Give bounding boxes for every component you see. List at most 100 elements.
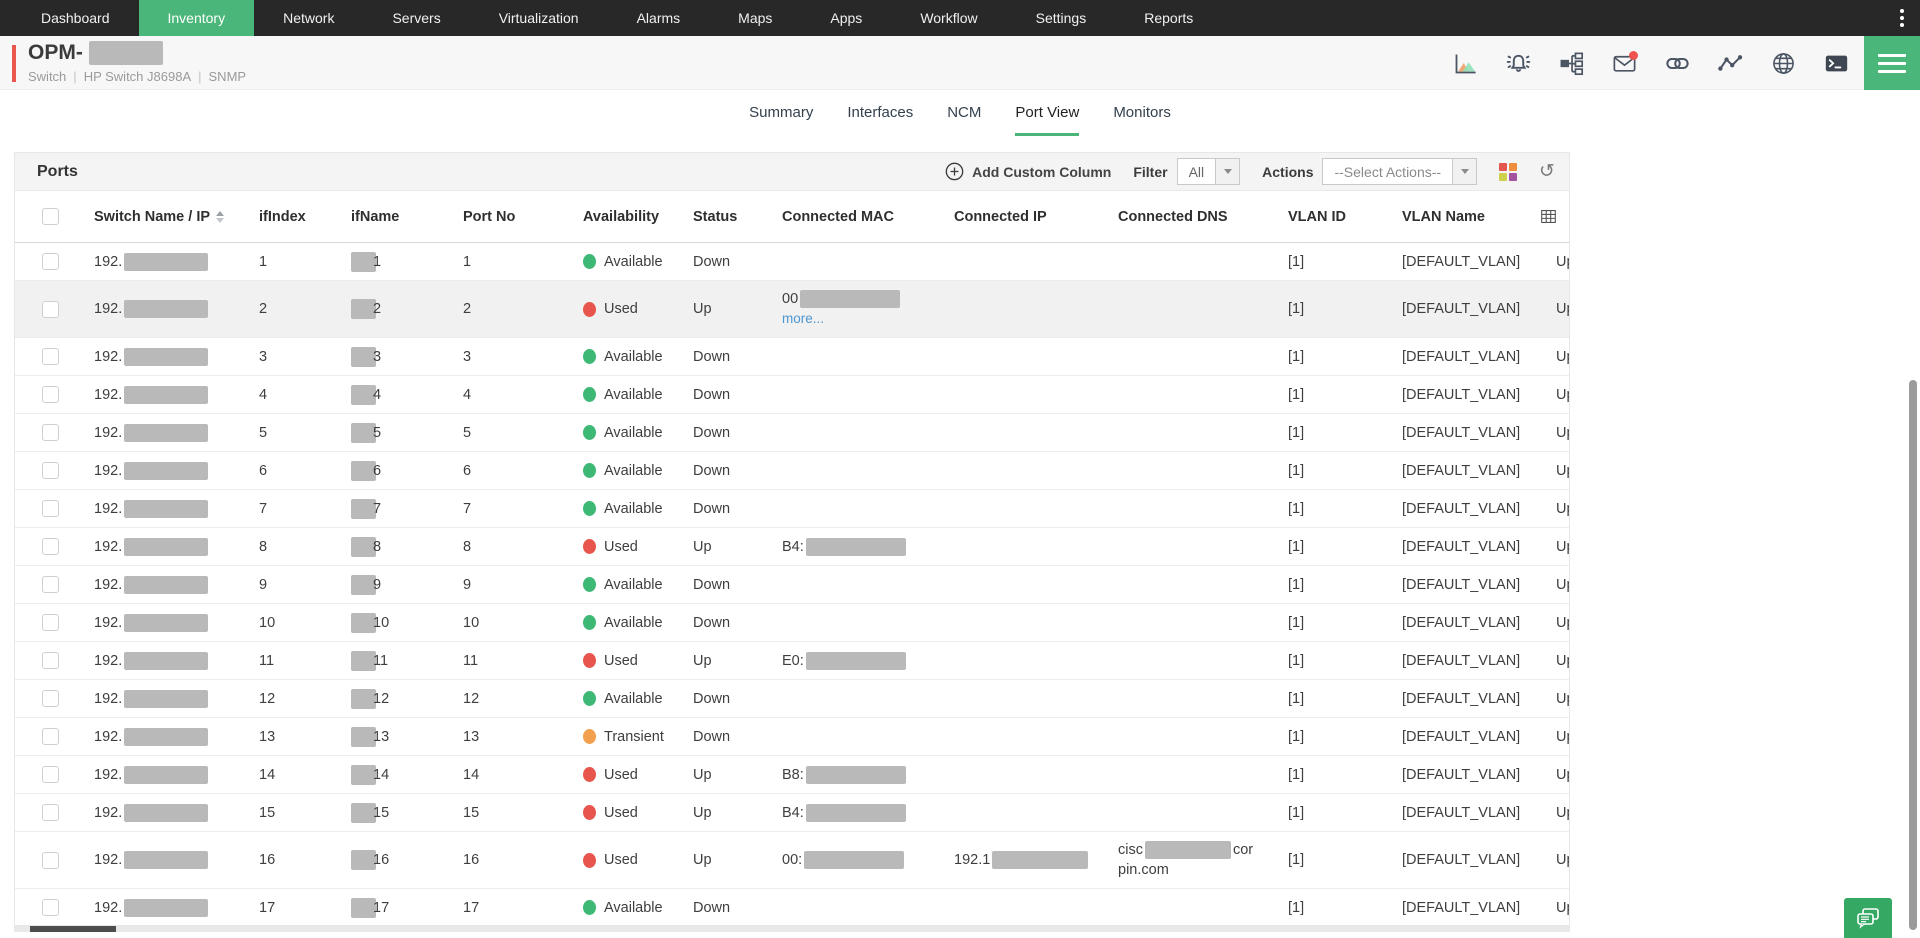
table-row[interactable]: 192. 10 10 10 Available Down [1] [DEFAUL…: [15, 604, 1569, 642]
cell-uptime-clipped: Up: [1556, 766, 1569, 783]
table-row[interactable]: 192. 17 17 17 Available Down [1] [DEFAUL…: [15, 889, 1569, 925]
cell-vlan-id: [1]: [1288, 424, 1305, 441]
table-row[interactable]: 192. 16 16 16 Used Up 00: 192.1 cisc cor …: [15, 832, 1569, 889]
tab-interfaces[interactable]: Interfaces: [847, 103, 914, 121]
link-icon[interactable]: [1663, 49, 1691, 77]
table-row[interactable]: 192. 15 15 15 Used Up B4: [1] [DEFAULT_V…: [15, 794, 1569, 832]
table-row[interactable]: 192. 13 13 13 Transient Down [1] [DEFAUL…: [15, 718, 1569, 756]
table-row[interactable]: 192. 3 3 3 Available Down [1] [DEFAULT_V…: [15, 338, 1569, 376]
table-row[interactable]: 192. 7 7 7 Available Down [1] [DEFAULT_V…: [15, 490, 1569, 528]
row-checkbox[interactable]: [42, 253, 59, 270]
row-checkbox[interactable]: [42, 348, 59, 365]
tab-monitors[interactable]: Monitors: [1113, 103, 1171, 121]
nav-alarms[interactable]: Alarms: [636, 10, 681, 26]
table-row[interactable]: 192. 12 12 12 Available Down [1] [DEFAUL…: [15, 680, 1569, 718]
row-checkbox[interactable]: [42, 538, 59, 555]
menu-icon[interactable]: [1864, 36, 1920, 90]
table-row[interactable]: 192. 9 9 9 Available Down [1] [DEFAULT_V…: [15, 566, 1569, 604]
row-checkbox[interactable]: [42, 804, 59, 821]
table-row[interactable]: 192. 8 8 8 Used Up B4: [1] [DEFAULT_VLAN…: [15, 528, 1569, 566]
nav-dashboard[interactable]: Dashboard: [41, 10, 110, 26]
performance-chart-icon[interactable]: [1451, 49, 1479, 77]
terminal-icon[interactable]: [1822, 49, 1850, 77]
row-checkbox[interactable]: [42, 576, 59, 593]
alarm-bell-icon[interactable]: [1504, 49, 1532, 77]
device-title: OPM-: [28, 41, 163, 65]
ports-table-body: 192. 1 1 1 Available Down [1] [DEFAULT_V…: [15, 243, 1569, 925]
nav-inventory[interactable]: Inventory: [138, 0, 255, 36]
row-checkbox[interactable]: [42, 766, 59, 783]
row-checkbox[interactable]: [42, 462, 59, 479]
nav-servers[interactable]: Servers: [392, 10, 441, 26]
select-all-checkbox[interactable]: [42, 208, 59, 225]
row-checkbox[interactable]: [42, 690, 59, 707]
add-custom-column-button[interactable]: Add Custom Column: [945, 162, 1111, 181]
row-checkbox[interactable]: [42, 652, 59, 669]
table-row[interactable]: 192. 2 2 2 Used Up 00 more... [1] [DEFAU…: [15, 281, 1569, 338]
nav-reports[interactable]: Reports: [1144, 10, 1194, 26]
chat-button[interactable]: [1844, 898, 1892, 938]
table-row[interactable]: 192. 1 1 1 Available Down [1] [DEFAULT_V…: [15, 243, 1569, 281]
horizontal-scrollbar[interactable]: [14, 926, 1570, 932]
horizontal-scrollbar-thumb[interactable]: [30, 926, 116, 932]
table-row[interactable]: 192. 4 4 4 Available Down [1] [DEFAULT_V…: [15, 376, 1569, 414]
cell-vlan-id: [1]: [1288, 728, 1305, 745]
filter-select[interactable]: All: [1176, 158, 1241, 185]
table-row[interactable]: 192. 11 11 11 Used Up E0: [1] [DEFAULT_V…: [15, 642, 1569, 680]
table-row[interactable]: 192. 5 5 5 Available Down [1] [DEFAULT_V…: [15, 414, 1569, 452]
device-protocol: SNMP: [208, 69, 247, 84]
row-checkbox[interactable]: [42, 500, 59, 517]
cell-ifindex: 5: [259, 424, 268, 441]
nav-apps[interactable]: Apps: [830, 10, 863, 26]
cell-vlan-id: [1]: [1288, 614, 1305, 631]
cell-vlan-name: [DEFAULT_VLAN]: [1402, 766, 1521, 783]
cell-connected-ip: 192.1: [942, 851, 1110, 869]
column-switch-name-ip[interactable]: Switch Name / IP: [77, 209, 247, 225]
row-checkbox[interactable]: [42, 386, 59, 403]
cell-ifname: 13: [339, 726, 451, 747]
legend-palette-icon[interactable]: [1499, 162, 1518, 181]
vertical-scrollbar-thumb[interactable]: [1909, 380, 1917, 930]
column-vlan-id: VLAN ID: [1288, 208, 1346, 225]
cell-vlan-name: [DEFAULT_VLAN]: [1402, 348, 1521, 365]
column-chooser-icon[interactable]: [1540, 208, 1557, 229]
availability-dot: [583, 805, 596, 820]
web-icon[interactable]: [1769, 49, 1797, 77]
nav-virtualization[interactable]: Virtualization: [498, 10, 579, 26]
cell-ifindex: 8: [259, 538, 268, 555]
sort-icon[interactable]: [216, 210, 225, 223]
row-checkbox[interactable]: [42, 300, 59, 318]
table-row[interactable]: 192. 6 6 6 Available Down [1] [DEFAULT_V…: [15, 452, 1569, 490]
availability-dot: [583, 729, 596, 744]
row-checkbox[interactable]: [42, 851, 59, 869]
actions-select[interactable]: --Select Actions--: [1322, 158, 1478, 185]
cell-ifname: 16: [339, 850, 451, 870]
row-checkbox[interactable]: [42, 899, 59, 916]
cell-port-no: 17: [463, 899, 480, 916]
device-model: HP Switch J8698A: [83, 69, 192, 84]
cell-ifname: 2: [339, 299, 451, 319]
redacted-dns: [1144, 841, 1231, 860]
nav-maps[interactable]: Maps: [738, 10, 773, 26]
nav-overflow-kebab-icon[interactable]: [1884, 0, 1920, 36]
cell-ifname: 7: [339, 498, 451, 519]
topology-icon[interactable]: [1557, 49, 1585, 77]
tab-summary[interactable]: Summary: [749, 103, 814, 121]
row-checkbox[interactable]: [42, 614, 59, 631]
cell-port-no: 13: [463, 728, 480, 745]
row-checkbox[interactable]: [42, 728, 59, 745]
more-link[interactable]: more...: [782, 311, 825, 326]
nav-workflow[interactable]: Workflow: [920, 10, 978, 26]
column-ifindex: ifIndex: [259, 208, 306, 225]
response-graph-icon[interactable]: [1716, 49, 1744, 77]
nav-network[interactable]: Network: [283, 10, 335, 26]
availability-dot: [583, 501, 596, 516]
tab-ncm[interactable]: NCM: [947, 103, 982, 121]
tab-port-view[interactable]: Port View: [1015, 91, 1080, 136]
mail-notification-dot: [1629, 51, 1638, 60]
nav-settings[interactable]: Settings: [1035, 10, 1087, 26]
row-checkbox[interactable]: [42, 424, 59, 441]
table-row[interactable]: 192. 14 14 14 Used Up B8: [1] [DEFAULT_V…: [15, 756, 1569, 794]
mail-icon[interactable]: [1610, 49, 1638, 77]
refresh-icon[interactable]: ↻: [1539, 161, 1555, 182]
